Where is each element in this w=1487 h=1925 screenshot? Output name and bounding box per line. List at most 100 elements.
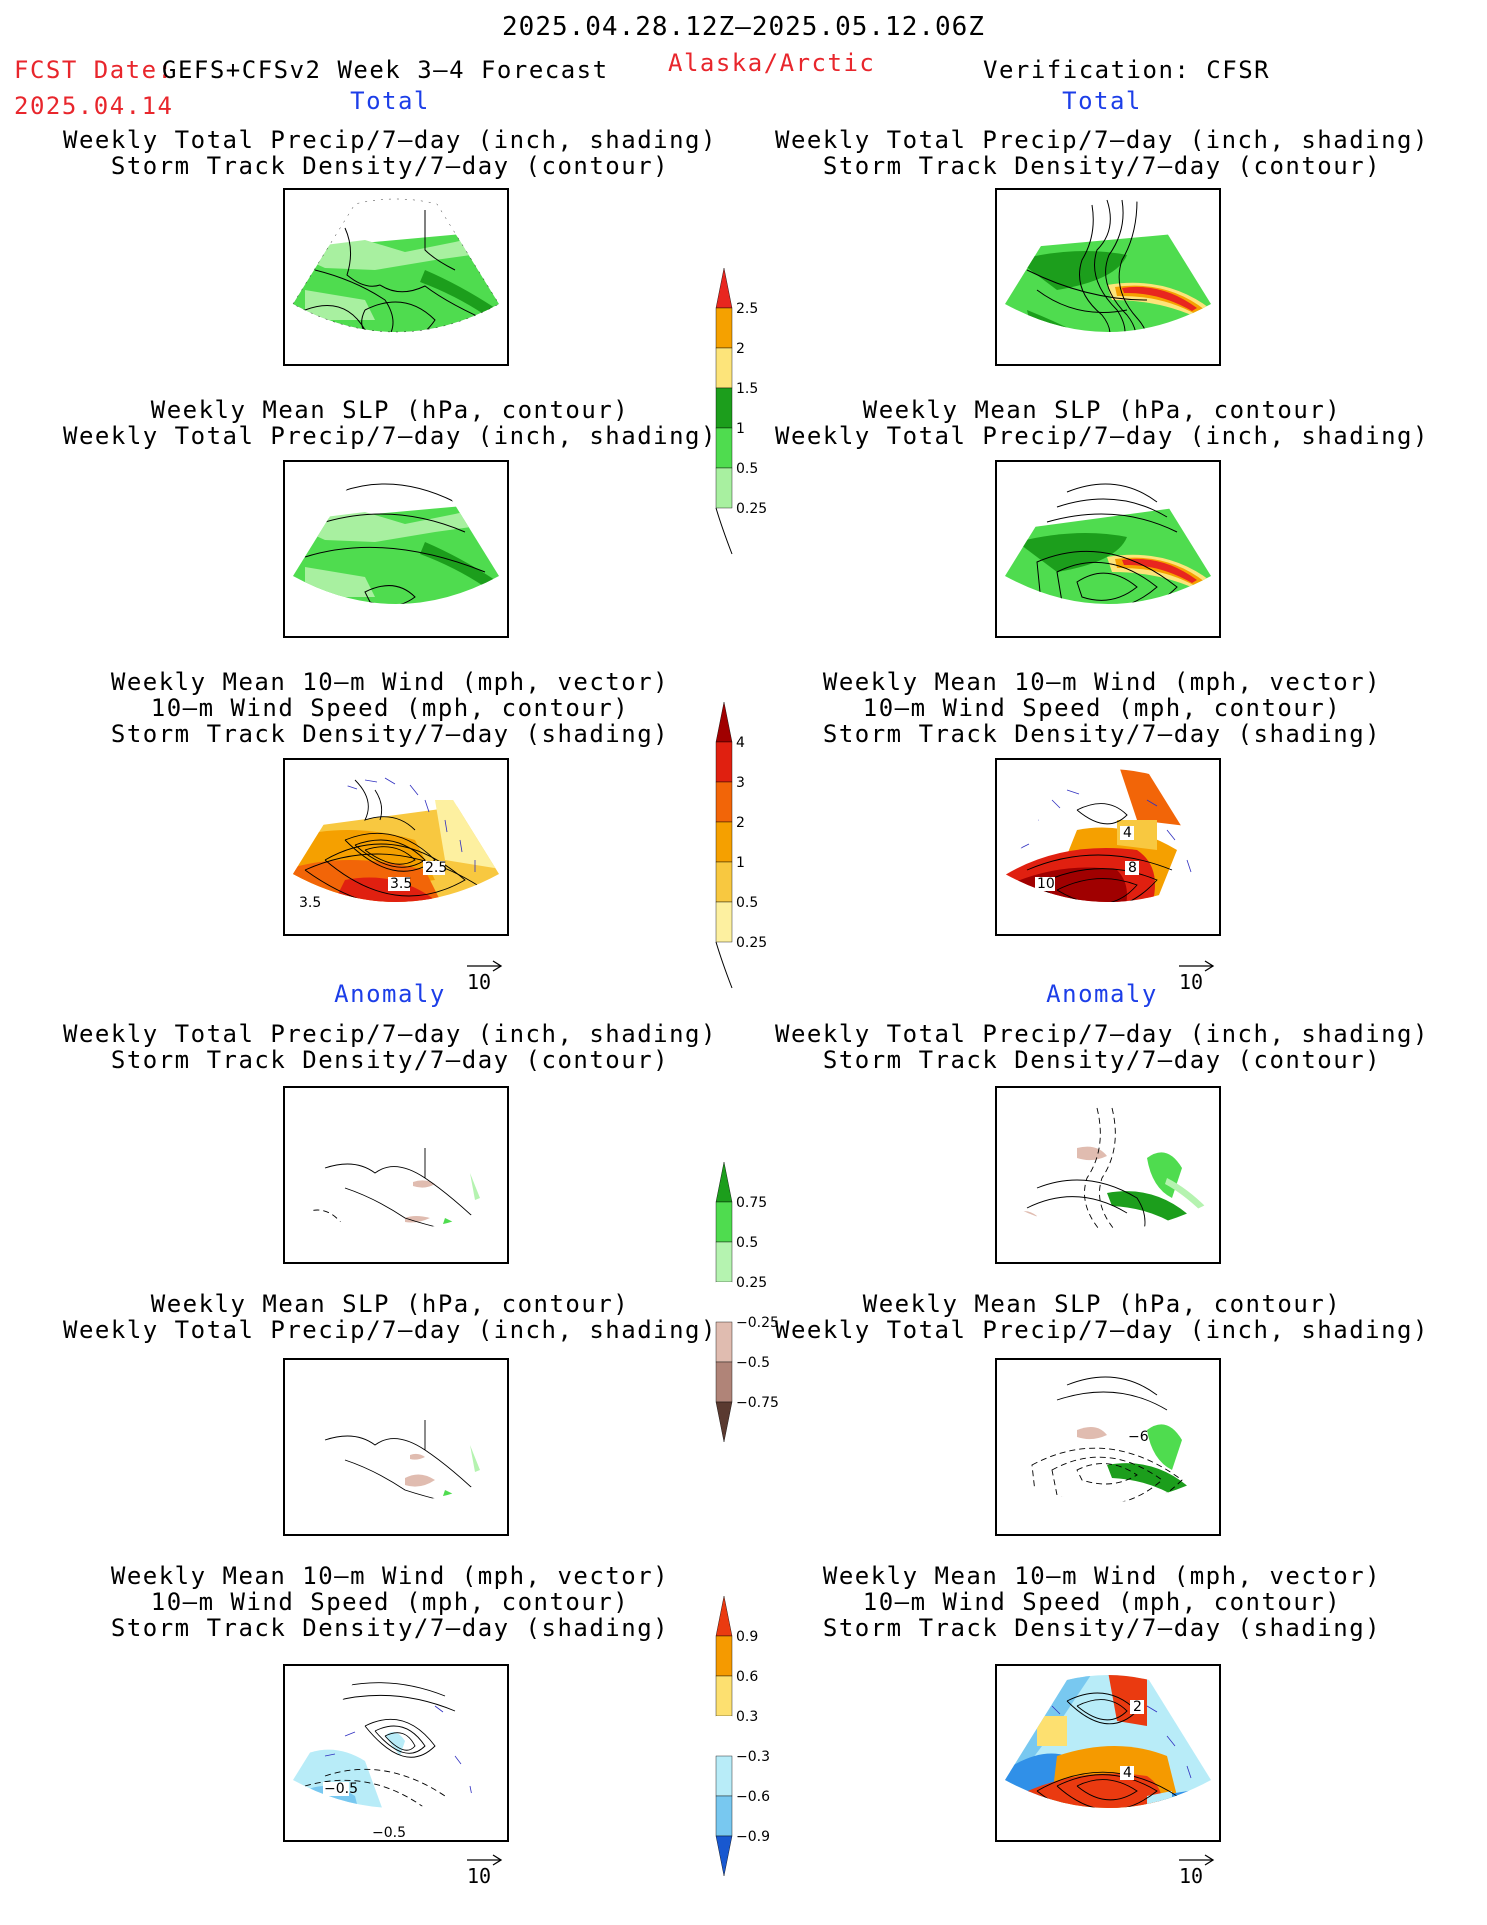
colorbar-label: −0.75 — [736, 1395, 779, 1411]
colorbar-segment — [716, 1282, 732, 1322]
colorbar-label: 1.5 — [736, 381, 758, 397]
vector-reference: 10 — [465, 1852, 505, 1896]
colorbar-label: −0.6 — [736, 1789, 770, 1805]
colorbar-label: 0.75 — [736, 1195, 767, 1211]
colorbar-segment — [715, 1161, 733, 1203]
colorbar-label: 0.9 — [736, 1629, 758, 1645]
colorbar-label: 0.5 — [736, 895, 758, 911]
contour-label: 10 — [1037, 876, 1055, 892]
colorbar-segment — [715, 307, 733, 349]
map-svg: 10 8 4 — [1005, 769, 1211, 902]
map-forecast-total-wind-storm: 3.5 3.5 2.5 — [283, 758, 509, 936]
colorbar-label: 3 — [736, 775, 745, 791]
vector-reference-value: 10 — [1179, 1864, 1204, 1888]
contour-labels: −0.5 −0.5 — [323, 1781, 406, 1840]
colorbar-segment — [715, 781, 733, 823]
map-observed-total-precip-storm — [995, 188, 1221, 366]
vector-reference: 10 — [1177, 1852, 1217, 1896]
arrow-right-icon — [1179, 1854, 1215, 1866]
map-forecast-anomaly-precip-storm — [283, 1086, 509, 1264]
region-label: Alaska/Arctic — [668, 49, 876, 77]
map-observed-anomaly-slp-precip: −6 — [995, 1358, 1221, 1536]
colorbar-segment — [715, 1635, 733, 1677]
contour-labels: 10 8 4 — [1035, 825, 1139, 892]
colorbar-label: 2.5 — [736, 301, 758, 317]
contour-labels: −6 — [1127, 1429, 1149, 1445]
colorbar-segment — [715, 1675, 733, 1717]
colorbar-storm-total: 4 3 2 1 0.5 0.25 — [715, 701, 786, 996]
vector-reference: 10 — [1177, 958, 1217, 1002]
panel-title-line: Weekly Mean SLP (hPa, contour) — [862, 1290, 1342, 1318]
colorbar-label: 2 — [736, 815, 745, 831]
map-svg — [1017, 1107, 1207, 1230]
panel-title-line: Weekly Total Precip/7–day (inch, shading… — [63, 1020, 717, 1048]
colorbar-label: −0.5 — [736, 1355, 770, 1371]
map-svg: −0.5 −0.5 — [293, 1682, 480, 1840]
colorbar-label: 1 — [736, 421, 745, 437]
colorbar-svg: 2.5 2 1.5 1 0.5 0.25 — [715, 267, 767, 555]
panel-title-line: Weekly Mean SLP (hPa, contour) — [150, 1290, 630, 1318]
arrow-right-icon — [467, 1854, 503, 1866]
map-svg: 3.5 3.5 2.5 — [293, 777, 499, 911]
colorbar-svg: 4 3 2 1 0.5 0.25 — [715, 701, 767, 989]
panel-title-line: 10–m Wind Speed (mph, contour) — [150, 694, 630, 722]
section-anomaly-left: Anomaly — [334, 980, 446, 1008]
colorbar-svg: 0.75 0.5 0.25 −0.25 −0.5 −0.75 — [715, 1161, 779, 1443]
colorbar-label: 0.25 — [736, 935, 767, 951]
panel-title-line: Storm Track Density/7–day (contour) — [822, 1046, 1382, 1074]
colorbar-label: 0.5 — [736, 461, 758, 477]
vector-reference: 10 — [465, 958, 505, 1002]
colorbar-label: 4 — [736, 735, 745, 751]
section-anomaly-right: Anomaly — [1046, 980, 1158, 1008]
contour-label: 4 — [1123, 1765, 1132, 1781]
map-svg — [294, 1148, 496, 1230]
panel-title-line: Storm Track Density/7–day (shading) — [110, 720, 670, 748]
vector-reference-value: 10 — [467, 1864, 492, 1888]
map-svg — [1005, 199, 1211, 332]
contour-label: −0.5 — [324, 1781, 358, 1797]
colorbar-label: −0.9 — [736, 1829, 770, 1845]
panel-title-line: Weekly Total Precip/7–day (inch, shading… — [63, 422, 717, 450]
map-svg — [1005, 483, 1211, 604]
map-svg — [324, 1420, 496, 1502]
contour-label: 2.5 — [425, 860, 447, 876]
contour-label: 4 — [1123, 825, 1132, 841]
panel-title-line: Weekly Total Precip/7–day (inch, shading… — [63, 126, 717, 154]
panel-title-line: 10–m Wind Speed (mph, contour) — [862, 1588, 1342, 1616]
colorbar-storm-anomaly: 0.9 0.6 0.3 −0.3 −0.6 −0.9 — [715, 1595, 796, 1890]
map-observed-anomaly-wind-storm: 2 4 — [995, 1664, 1221, 1842]
colorbar-label: 2 — [736, 341, 745, 357]
fcst-date-value: 2025.04.14 — [14, 92, 174, 120]
colorbar-segment — [715, 861, 733, 903]
panel-title-line: Storm Track Density/7–day (shading) — [110, 1614, 670, 1642]
colorbar-label: 0.5 — [736, 1235, 758, 1251]
map-svg: 2 4 — [1005, 1675, 1211, 1808]
colorbar-svg: 0.9 0.6 0.3 −0.3 −0.6 −0.9 — [715, 1595, 770, 1877]
panel-title-line: Weekly Total Precip/7–day (inch, shading… — [63, 1316, 717, 1344]
colorbar-segment — [715, 1755, 733, 1797]
colorbar-segment — [716, 1716, 732, 1756]
colorbar-segment — [715, 387, 733, 429]
map-forecast-anomaly-wind-storm: −0.5 −0.5 — [283, 1664, 509, 1842]
colorbar-segment — [715, 901, 733, 943]
panel-title-line: Storm Track Density/7–day (contour) — [110, 1046, 670, 1074]
colorbar-segment — [715, 1321, 733, 1363]
colorbar-segment — [715, 1361, 733, 1403]
panel-title-line: 10–m Wind Speed (mph, contour) — [862, 694, 1342, 722]
colorbar-segment — [715, 347, 733, 389]
colorbar-segment — [715, 267, 733, 309]
panel-title-line: Weekly Mean SLP (hPa, contour) — [150, 396, 630, 424]
date-range-title: 2025.04.28.12Z–2025.05.12.06Z — [502, 12, 985, 42]
panel-title-line: Weekly Mean 10–m Wind (mph, vector) — [822, 1562, 1382, 1590]
map-forecast-total-precip-storm — [283, 188, 509, 366]
colorbar-label: 1 — [736, 855, 745, 871]
contour-label: 2 — [1133, 1699, 1142, 1715]
panel-title-line: Weekly Total Precip/7–day (inch, shading… — [775, 126, 1429, 154]
map-forecast-total-slp-precip — [283, 460, 509, 638]
map-svg: −6 — [1027, 1376, 1202, 1502]
panel-title-line: Storm Track Density/7–day (contour) — [822, 152, 1382, 180]
panel-title-line: Storm Track Density/7–day (shading) — [822, 720, 1382, 748]
panel-title-line: Weekly Total Precip/7–day (inch, shading… — [775, 422, 1429, 450]
arrow-right-icon — [1179, 960, 1215, 972]
colorbar-segment — [715, 1201, 733, 1243]
